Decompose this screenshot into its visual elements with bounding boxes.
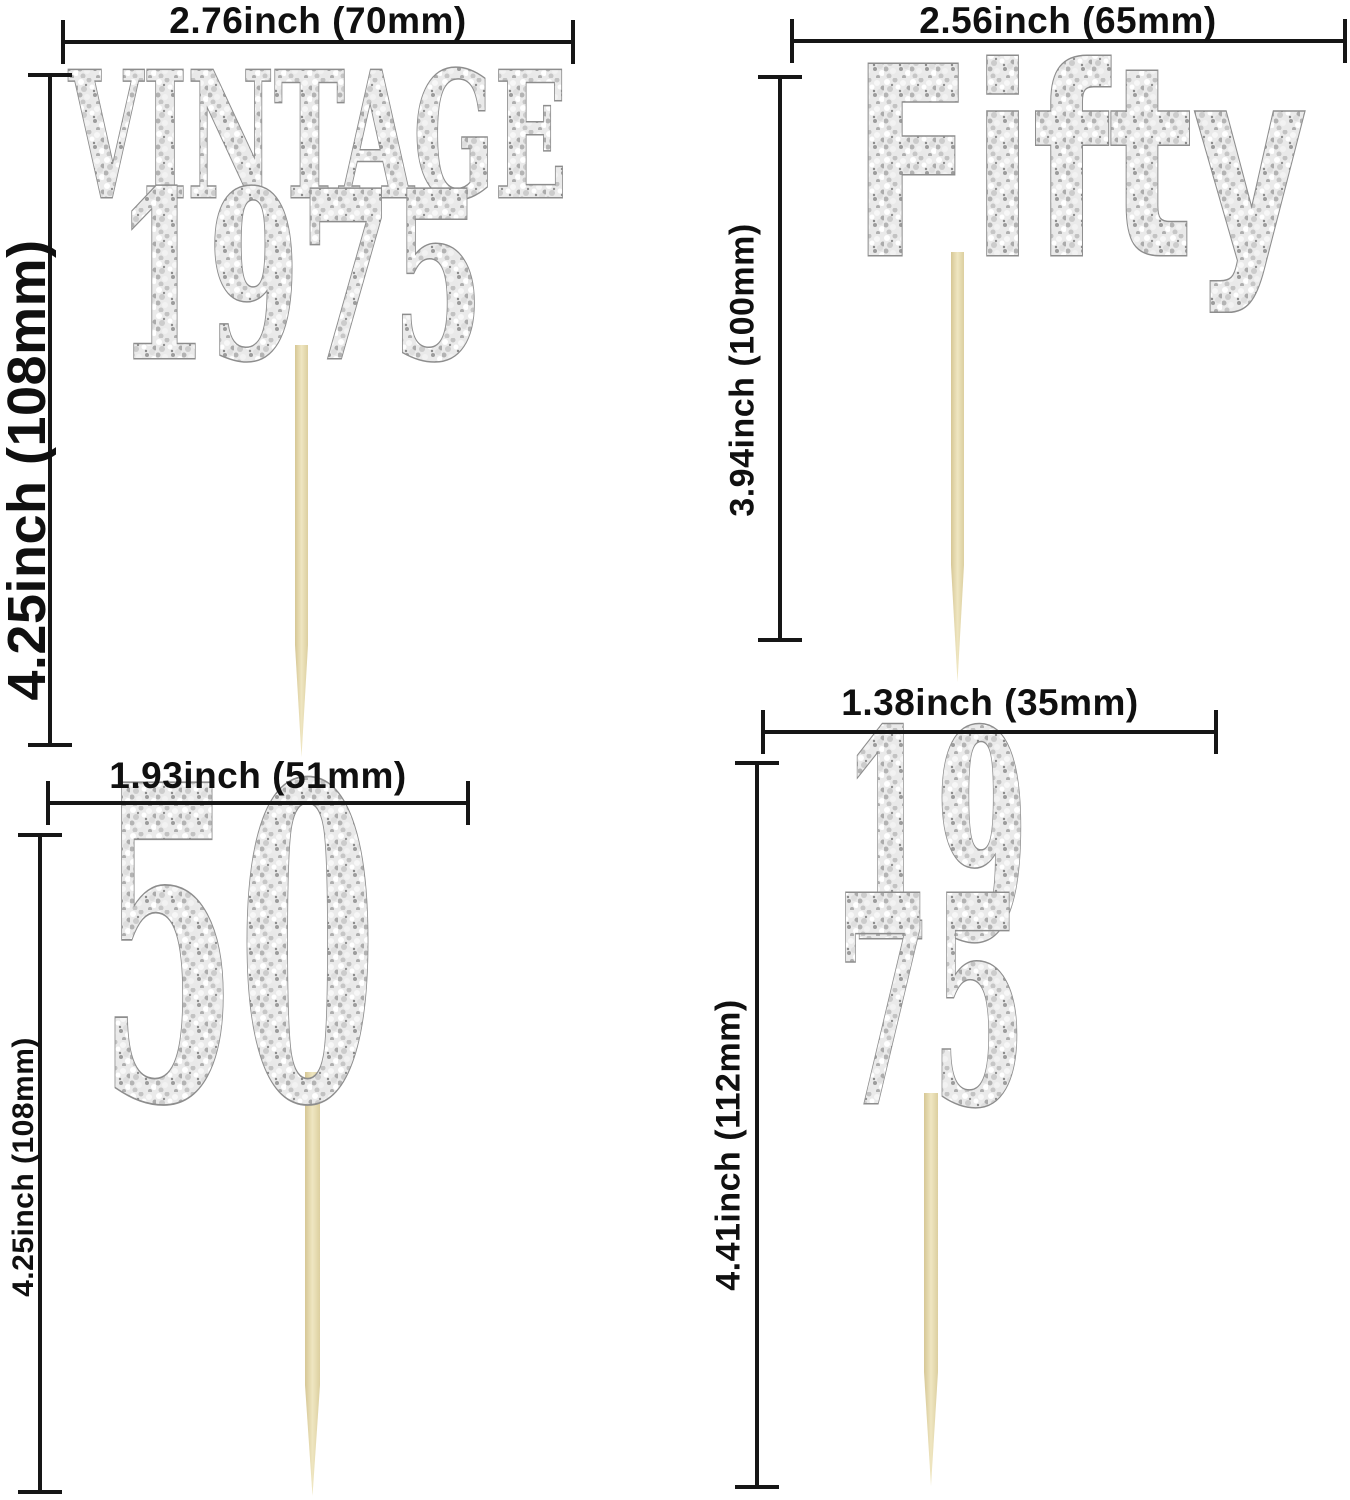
height-tick-top-fifty [758, 75, 802, 79]
height-tick-bottom-fifty-number [18, 1490, 62, 1494]
height-line-fifty-number [38, 835, 42, 1492]
toothpick-fifty [951, 252, 964, 682]
height-tick-top-1975-stacked [735, 761, 779, 765]
glitter-text-fifty: Fifty [853, 12, 1308, 317]
height-label-fifty-number: 4.25inch (108mm) [7, 1037, 40, 1297]
width-tick-left-fifty-number [46, 781, 50, 825]
glitter-text-50: 50 [99, 692, 377, 1200]
height-tick-top-vintage-1975 [28, 73, 72, 77]
height-label-vintage-1975: 4.25inch (108mm) [0, 239, 57, 701]
toothpick-vintage-1975 [295, 345, 308, 757]
width-tick-right-vintage-1975 [571, 20, 575, 64]
width-line-1975-stacked [763, 730, 1218, 734]
width-line-fifty [792, 39, 1345, 43]
glitter-text-19: 19 [841, 668, 1029, 1006]
glitter-text-vintage: VINTAGE [68, 35, 567, 239]
width-line-fifty-number [48, 801, 470, 805]
height-tick-top-fifty-number [18, 833, 62, 837]
width-label-1975-stacked: 1.38inch (35mm) [841, 682, 1139, 723]
width-label-fifty-number: 1.93inch (51mm) [109, 755, 407, 796]
height-line-fifty [778, 77, 782, 640]
height-line-vintage-1975 [48, 75, 52, 745]
glitter-text-1975: 1975 [116, 140, 484, 413]
toothpick-1975-stacked [924, 1093, 938, 1486]
height-line-1975-stacked [755, 763, 759, 1487]
width-tick-right-fifty [1343, 19, 1347, 63]
height-label-fifty: 3.94inch (100mm) [723, 223, 762, 517]
width-tick-right-1975-stacked [1214, 710, 1218, 754]
width-tick-left-fifty [790, 19, 794, 63]
height-tick-bottom-1975-stacked [735, 1485, 779, 1489]
width-tick-right-fifty-number [466, 781, 470, 825]
toothpick-fifty-number [305, 1072, 320, 1496]
width-label-fifty: 2.56inch (65mm) [919, 0, 1217, 41]
width-tick-left-vintage-1975 [61, 20, 65, 64]
width-line-vintage-1975 [63, 40, 573, 44]
height-tick-bottom-fifty [758, 638, 802, 642]
width-tick-left-1975-stacked [761, 710, 765, 754]
height-tick-bottom-vintage-1975 [28, 743, 72, 747]
height-label-1975-stacked: 4.41inch (112mm) [709, 999, 748, 1291]
glitter-text-75: 75 [835, 833, 1027, 1171]
width-label-vintage-1975: 2.76inch (70mm) [169, 0, 467, 41]
